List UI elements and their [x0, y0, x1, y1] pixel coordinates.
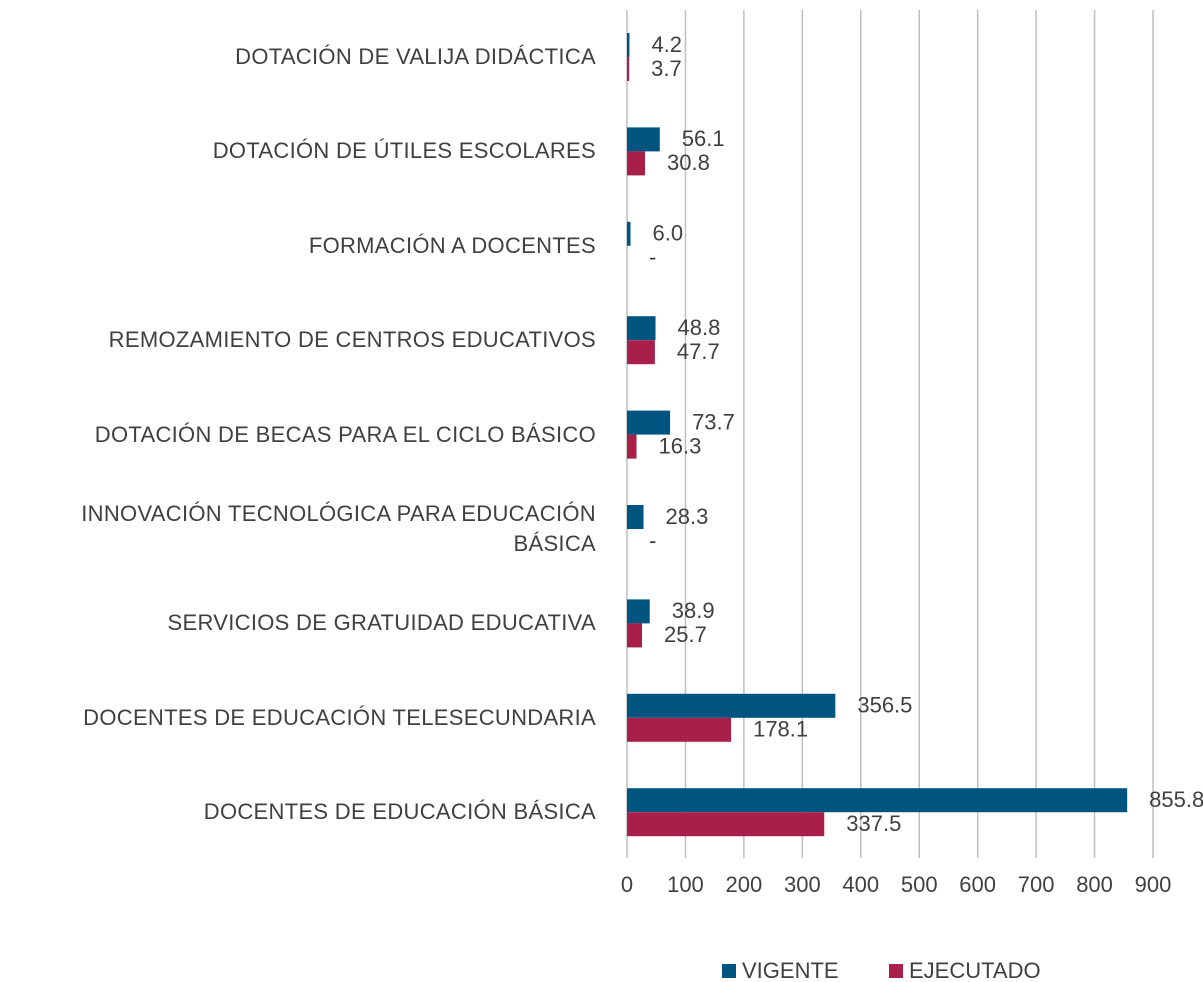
legend-label: VIGENTE: [742, 958, 839, 982]
data-label: 73.7: [692, 409, 735, 434]
data-label: 3.7: [651, 56, 682, 81]
bar: [627, 316, 656, 341]
data-label: 38.9: [672, 598, 715, 623]
category-label: FORMACIÓN A DOCENTES: [308, 232, 596, 258]
data-label: 855.8: [1149, 787, 1203, 812]
legend-swatch: [889, 964, 903, 978]
category-label: REMOZAMIENTO DE CENTROS EDUCATIVOS: [108, 327, 596, 353]
data-label: 16.3: [659, 433, 702, 458]
data-label: -: [649, 528, 656, 553]
x-tick-label: 600: [959, 872, 996, 897]
data-label: 48.8: [678, 315, 721, 340]
bar: [627, 57, 630, 81]
x-tick-label: 400: [842, 872, 879, 897]
bar: [627, 410, 671, 435]
bar: [627, 221, 631, 246]
legend-label: EJECUTADO: [909, 958, 1041, 982]
category-label: DOTACIÓN DE VALIJA DIDÁCTICA: [235, 44, 596, 69]
data-label: -: [649, 245, 656, 270]
x-tick-label: 500: [901, 872, 938, 897]
x-tick-label: 700: [1018, 872, 1055, 897]
x-tick-label: 900: [1135, 872, 1172, 897]
bar: [627, 623, 643, 648]
legend-swatch: [722, 964, 736, 978]
bar: [627, 788, 1128, 813]
bar: [627, 717, 732, 742]
bar: [627, 599, 650, 624]
x-tick-label: 200: [726, 872, 763, 897]
bar: [627, 151, 646, 176]
bar: [627, 693, 836, 718]
category-label: DOCENTES DE EDUCACIÓN BÁSICA: [203, 799, 596, 825]
x-tick-label: 800: [1076, 872, 1113, 897]
bar: [627, 33, 630, 57]
data-label: 6.0: [653, 221, 684, 246]
x-tick-label: 0: [621, 872, 633, 897]
category-label: SERVICIOS DE GRATUIDAD EDUCATIVA: [167, 610, 596, 636]
bar: [627, 812, 825, 837]
bar: [627, 127, 660, 152]
category-label: DOCENTES DE EDUCACIÓN TELESECUNDARIA: [83, 704, 596, 730]
category-label: DOTACIÓN DE ÚTILES ESCOLARES: [212, 138, 596, 164]
data-label: 25.7: [664, 622, 707, 647]
data-label: 178.1: [753, 717, 808, 742]
x-tick-label: 300: [784, 872, 821, 897]
category-label: INNOVACIÓN TECNOLÓGICA PARA EDUCACIÓN BÁ…: [81, 501, 596, 556]
data-label: 30.8: [667, 150, 710, 175]
data-label: 47.7: [677, 339, 720, 364]
data-label: 28.3: [666, 504, 709, 529]
bar: [627, 340, 655, 365]
data-label: 337.5: [846, 811, 901, 836]
data-label: 56.1: [682, 126, 725, 151]
data-label: 356.5: [857, 693, 912, 718]
category-label: DOTACIÓN DE BECAS PARA EL CICLO BÁSICO: [94, 421, 596, 447]
bar: [627, 434, 637, 459]
data-label: 4.2: [651, 32, 682, 57]
bar: [627, 505, 644, 529]
x-tick-label: 100: [667, 872, 704, 897]
